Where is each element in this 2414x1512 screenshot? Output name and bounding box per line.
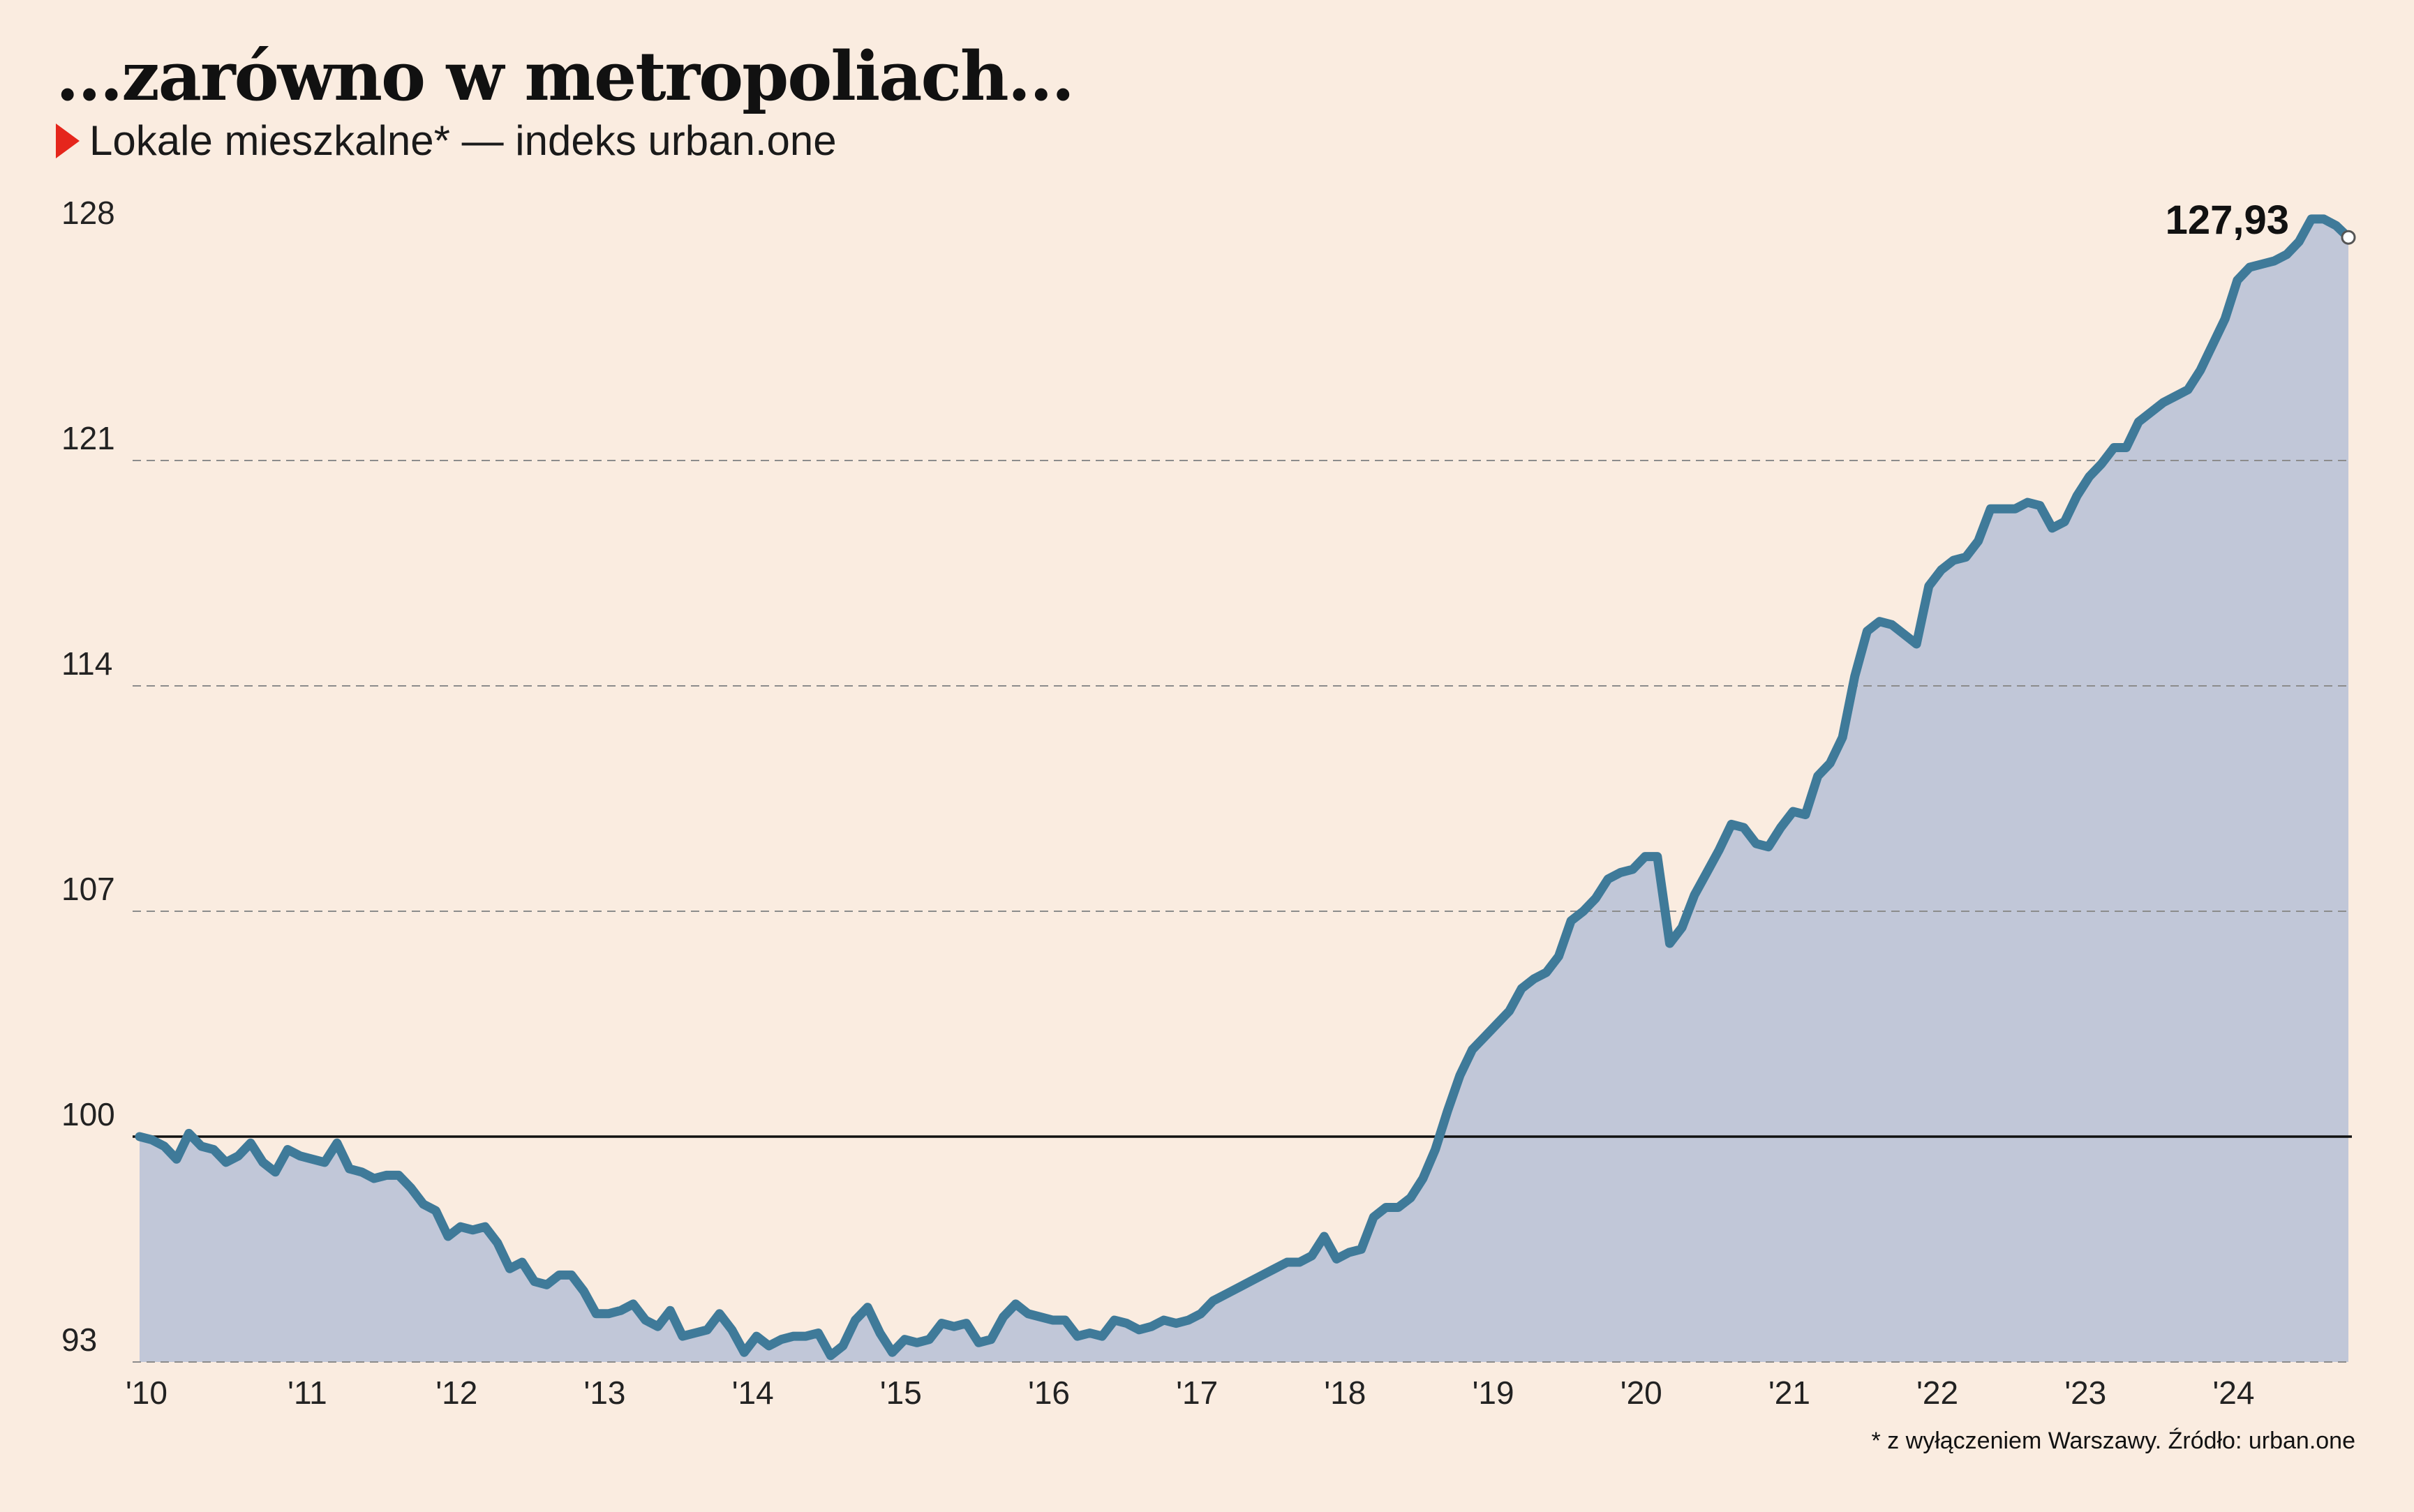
chart-title: ...zarówno w metropoliach... (56, 37, 1075, 116)
y-tick-label-121: 121 (61, 420, 115, 456)
end-value-label: 127,93 (2166, 197, 2289, 243)
x-tick-label: '23 (2064, 1375, 2106, 1411)
x-tick-label: '20 (1620, 1375, 1662, 1411)
x-tick-label: '19 (1473, 1375, 1514, 1411)
y-tick-label-93: 93 (61, 1322, 97, 1358)
y-tick-label-128: 128 (61, 195, 115, 231)
x-tick-label: '17 (1176, 1375, 1218, 1411)
data-line (135, 214, 2353, 1361)
x-tick-label: '13 (584, 1375, 626, 1411)
x-tick-label: '11 (288, 1375, 327, 1411)
x-tick-label: '12 (435, 1375, 477, 1411)
x-tick-label: '14 (732, 1375, 774, 1411)
red-triangle-icon (56, 123, 80, 158)
x-tick-label: '15 (880, 1375, 922, 1411)
x-tick-label: '24 (2213, 1375, 2255, 1411)
x-tick-label: '10 (126, 1375, 167, 1411)
y-tick-label-100: 100 (61, 1096, 115, 1132)
area-fill (140, 218, 2348, 1362)
chart-subtitle-row: Lokale mieszkalne* — indeks urban.one (56, 120, 837, 162)
x-tick-label: '21 (1768, 1375, 1810, 1411)
y-tick-label-107: 107 (61, 871, 115, 907)
end-point-marker (2341, 230, 2356, 245)
x-tick-label: '22 (1916, 1375, 1958, 1411)
chart-subtitle: Lokale mieszkalne* — indeks urban.one (89, 117, 837, 164)
y-tick-label-114: 114 (61, 645, 112, 682)
x-tick-label: '18 (1324, 1375, 1366, 1411)
source-footnote: * z wyłączeniem Warszawy. Źródło: urban.… (1871, 1428, 2355, 1454)
x-tick-label: '16 (1028, 1375, 1070, 1411)
